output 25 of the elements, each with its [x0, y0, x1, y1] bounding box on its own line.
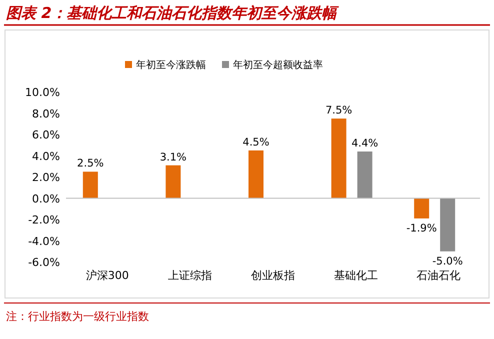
data-label: 7.5%: [325, 104, 352, 117]
data-label: -1.9%: [406, 222, 437, 234]
data-label: 2.5%: [77, 158, 104, 170]
y-tick-label: 4.0%: [32, 150, 60, 163]
title: 图表 2：基础化工和石油石化指数年初至今涨跌幅: [6, 4, 337, 22]
data-label: 4.5%: [242, 136, 270, 148]
text: 注：行业指数为一级行业指数: [6, 310, 149, 323]
y-tick-label: 6.0%: [32, 128, 60, 142]
data-label: 4.4%: [351, 138, 378, 150]
data-label: 3.1%: [160, 151, 187, 164]
x-tick-label: 创业板指: [251, 269, 295, 282]
x-tick-label: 上证综指: [168, 269, 212, 282]
y-tick-label: -2.0%: [28, 214, 60, 226]
legend-label: 年初至今超额收益率: [233, 59, 323, 71]
y-tick-label: 8.0%: [32, 107, 60, 120]
x-tick-label: 石油石化: [416, 269, 461, 282]
y-tick-label: 0.0%: [32, 192, 60, 206]
legend-label: 年初至今涨跌幅: [136, 59, 206, 71]
x-tick-label: 沪深300: [86, 269, 129, 282]
x-tick-label: 基础化工: [334, 269, 378, 282]
y-tick-label: -4.0%: [28, 234, 60, 248]
y-tick-label: 10.0%: [25, 86, 60, 99]
y-tick-label: -6.0%: [28, 256, 60, 269]
y-tick-label: 2.0%: [32, 171, 60, 184]
data-label: -5.0%: [432, 255, 463, 268]
